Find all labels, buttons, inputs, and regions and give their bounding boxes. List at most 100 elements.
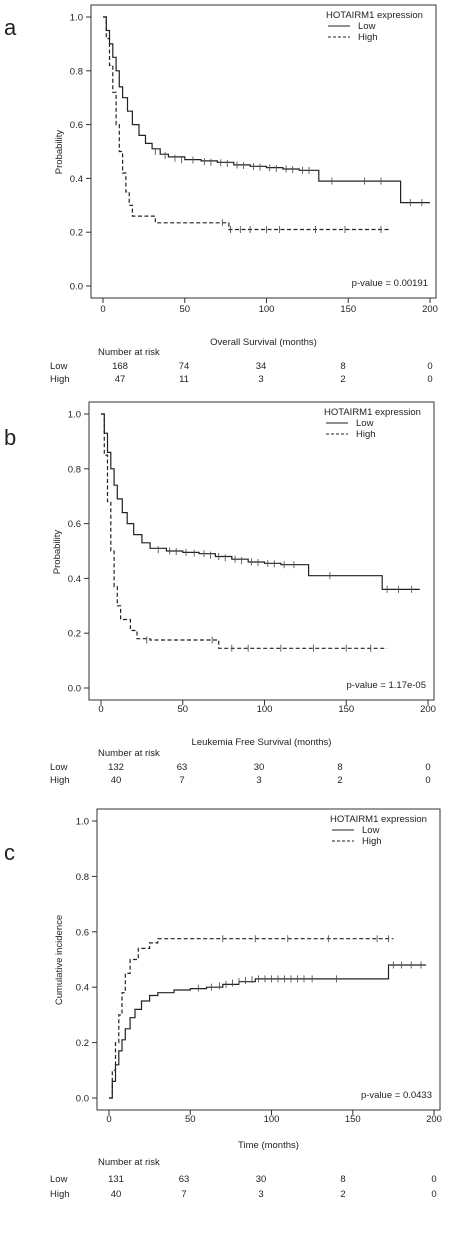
- x-tick-label: 100: [259, 304, 275, 315]
- y-tick-label: 0.8: [68, 464, 81, 475]
- x-tick-label: 150: [338, 704, 354, 715]
- risk-row-label: Low: [50, 361, 68, 372]
- risk-value: 0: [431, 1189, 436, 1200]
- x-tick-label: 50: [177, 704, 188, 715]
- y-tick-label: 1.0: [70, 13, 83, 24]
- risk-value: 0: [431, 1174, 436, 1185]
- y-tick-label: 0.6: [70, 120, 83, 131]
- y-tick-label: 0.4: [76, 983, 89, 994]
- x-tick-label: 0: [98, 704, 103, 715]
- x-axis-label: Leukemia Free Survival (months): [192, 737, 332, 748]
- risk-value: 63: [177, 762, 188, 773]
- x-tick-label: 0: [106, 1114, 111, 1125]
- y-tick-label: 0.0: [70, 282, 83, 293]
- risk-row-label: Low: [50, 762, 68, 773]
- risk-value: 3: [258, 374, 263, 385]
- risk-value: 11: [179, 374, 189, 385]
- y-axis-label: Probability: [52, 530, 63, 575]
- risk-value: 168: [112, 361, 128, 372]
- x-axis-label: Time (months): [238, 1140, 299, 1151]
- risk-value: 0: [425, 762, 430, 773]
- legend-title: HOTAIRM1 expression: [326, 10, 423, 21]
- risk-value: 7: [179, 775, 184, 786]
- risk-value: 0: [425, 775, 430, 786]
- panel-letter: c: [4, 840, 15, 865]
- series-line-low: [103, 16, 430, 204]
- x-tick-label: 200: [422, 304, 438, 315]
- risk-row-label: High: [50, 374, 70, 385]
- risk-table-header: Number at risk: [98, 1157, 160, 1168]
- risk-table-header: Number at risk: [98, 748, 160, 759]
- legend-entry-low: Low: [358, 21, 376, 32]
- x-tick-label: 50: [179, 304, 190, 315]
- y-tick-label: 0.0: [76, 1094, 89, 1105]
- y-tick-label: 1.0: [68, 410, 81, 421]
- risk-row-label: High: [50, 775, 70, 786]
- risk-value: 0: [427, 361, 432, 372]
- x-tick-label: 200: [420, 704, 436, 715]
- risk-row-label: High: [50, 1189, 70, 1200]
- risk-value: 34: [256, 361, 267, 372]
- risk-value: 8: [340, 1174, 345, 1185]
- p-value-label: p-value = 0.0433: [361, 1090, 432, 1101]
- risk-value: 40: [111, 775, 122, 786]
- y-tick-label: 0.2: [70, 228, 83, 239]
- risk-value: 47: [115, 374, 126, 385]
- risk-value: 74: [179, 361, 190, 372]
- panel-letter: a: [4, 15, 17, 40]
- risk-table-header: Number at risk: [98, 347, 160, 358]
- x-tick-label: 100: [264, 1114, 280, 1125]
- y-tick-label: 0.6: [76, 927, 89, 938]
- chart-panel-b: b0.00.20.40.60.81.00 50 100 150 200Probabili…: [4, 401, 436, 786]
- legend-entry-high: High: [362, 836, 382, 847]
- y-axis-label: Cumulative incidence: [54, 915, 65, 1005]
- risk-row-label: Low: [50, 1174, 68, 1185]
- risk-value: 30: [256, 1174, 267, 1185]
- risk-value: 3: [256, 775, 261, 786]
- risk-value: 63: [179, 1174, 190, 1185]
- y-tick-label: 0.8: [70, 66, 83, 77]
- x-tick-label: 50: [185, 1114, 196, 1125]
- y-tick-label: 0.8: [76, 872, 89, 883]
- risk-value: 8: [337, 762, 342, 773]
- legend-entry-low: Low: [356, 418, 374, 429]
- risk-value: 7: [181, 1189, 186, 1200]
- legend-title: HOTAIRM1 expression: [324, 407, 421, 418]
- x-tick-label: 200: [426, 1114, 442, 1125]
- y-tick-label: 0.2: [68, 629, 81, 640]
- series-line-high: [109, 938, 394, 1099]
- x-axis-label: Overall Survival (months): [210, 337, 317, 348]
- risk-value: 3: [258, 1189, 263, 1200]
- series-line-low: [109, 964, 426, 1099]
- risk-value: 2: [340, 1189, 345, 1200]
- chart-panel-c: c0.00.20.40.60.81.00 50 100 150 200Cumulativ…: [4, 808, 442, 1200]
- series-line-high: [101, 413, 388, 649]
- x-tick-label: 0: [100, 304, 105, 315]
- panel-letter: b: [4, 425, 16, 450]
- y-tick-label: 0.2: [76, 1038, 89, 1049]
- risk-value: 132: [108, 762, 124, 773]
- y-tick-label: 0.0: [68, 684, 81, 695]
- legend-title: HOTAIRM1 expression: [330, 814, 427, 825]
- x-tick-label: 150: [345, 1114, 361, 1125]
- y-tick-label: 1.0: [76, 817, 89, 828]
- p-value-label: p-value = 1.17e-05: [347, 680, 427, 691]
- risk-value: 2: [340, 374, 345, 385]
- plot-frame: [88, 401, 435, 701]
- y-tick-label: 0.4: [68, 574, 81, 585]
- plot-frame: [96, 808, 441, 1111]
- y-tick-label: 0.4: [70, 174, 83, 185]
- chart-panel-a: a 0.0 0.2 0.4 0.6 0.8 1.0 0 50 100 150 200 Probabili…: [4, 4, 438, 385]
- legend-entry-high: High: [358, 32, 378, 43]
- series-line-high: [103, 16, 390, 231]
- y-tick-label: 0.6: [68, 519, 81, 530]
- y-axis-label: Probability: [54, 130, 65, 175]
- x-tick-label: 150: [340, 304, 356, 315]
- series-line-low: [101, 413, 420, 590]
- risk-value: 2: [337, 775, 342, 786]
- risk-value: 40: [111, 1189, 122, 1200]
- plot-frame: [90, 4, 437, 299]
- risk-value: 8: [340, 361, 345, 372]
